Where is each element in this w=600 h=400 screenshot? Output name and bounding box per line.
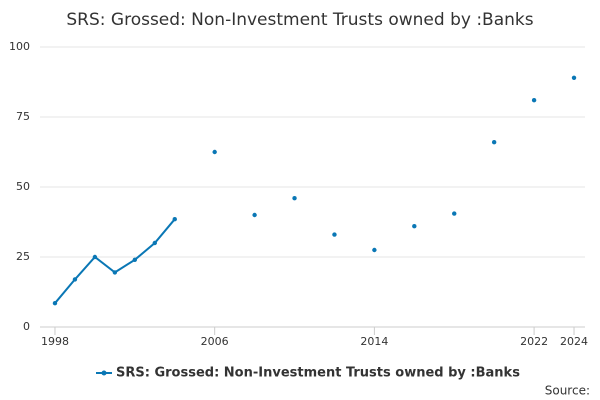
- source: Source:: [545, 384, 590, 398]
- point: [571, 75, 577, 81]
- chart-title: SRS: Grossed: Non-Investment Trusts owne…: [66, 10, 533, 30]
- legend-swatch-point: [101, 370, 107, 376]
- point: [212, 149, 217, 155]
- point: [452, 211, 457, 216]
- point: [332, 232, 337, 237]
- x-tick-label: 2022: [520, 335, 548, 348]
- point: [152, 240, 157, 246]
- y-tick-label: 75: [16, 110, 30, 123]
- point: [72, 277, 78, 282]
- y-tick-label: 0: [23, 320, 30, 333]
- point: [292, 196, 297, 201]
- y-tick-label: 100: [9, 40, 30, 53]
- y-tick-label: 50: [16, 180, 30, 193]
- point: [491, 140, 497, 145]
- point: [252, 212, 257, 218]
- point: [132, 257, 138, 262]
- x-tick-label: 1998: [41, 335, 69, 348]
- point: [531, 98, 537, 103]
- legend-label: SRS: Grossed: Non-Investment Trusts owne…: [116, 366, 520, 381]
- point: [92, 254, 98, 260]
- x-tick-label: 2014: [360, 335, 388, 348]
- x-tick-label: 2006: [201, 335, 229, 348]
- x-tick-label: 2024: [560, 335, 588, 348]
- point: [112, 270, 118, 275]
- point: [372, 247, 377, 253]
- point: [172, 217, 177, 222]
- y-tick-label: 25: [16, 250, 30, 263]
- point: [412, 224, 417, 229]
- line: [54, 218, 176, 304]
- point: [52, 301, 58, 306]
